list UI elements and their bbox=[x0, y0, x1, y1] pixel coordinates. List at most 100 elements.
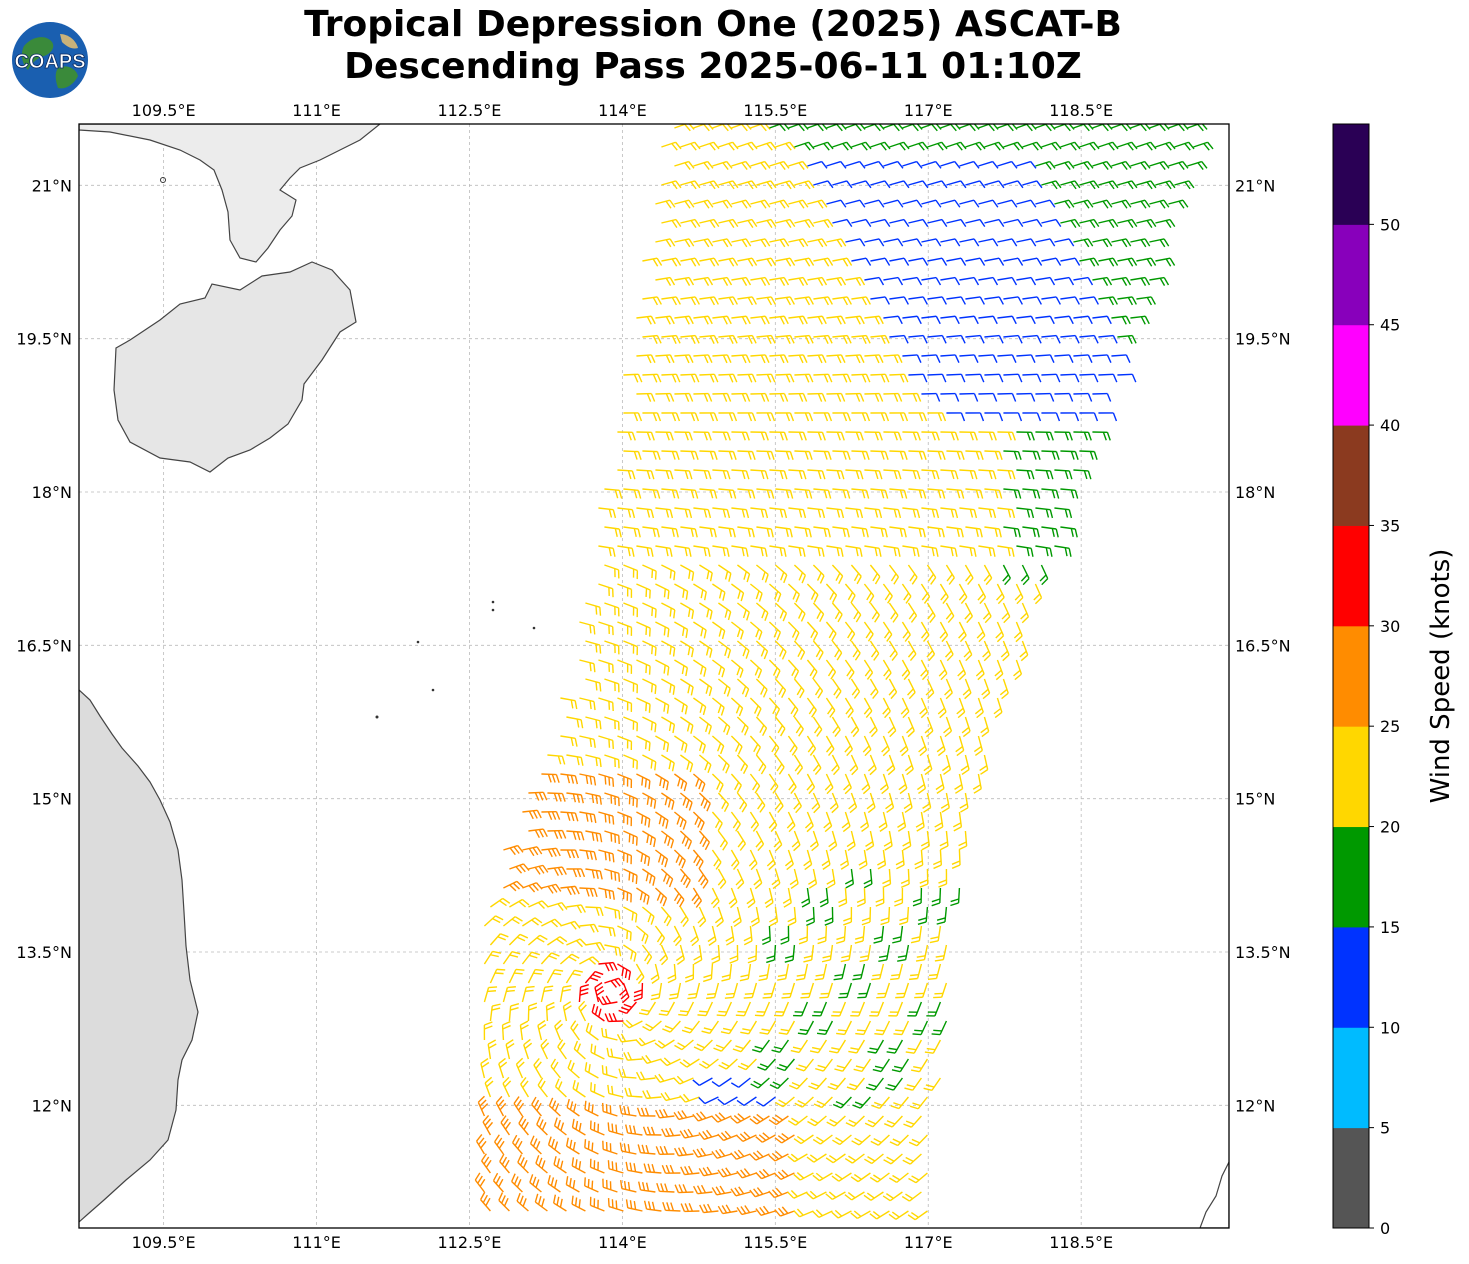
colorbar-tick-label: 40 bbox=[1380, 416, 1400, 435]
wind-barb bbox=[1001, 602, 1011, 624]
wind-barb bbox=[693, 507, 712, 519]
wind-barb bbox=[1054, 160, 1075, 170]
wind-barb bbox=[1003, 450, 1022, 460]
wind-barb bbox=[594, 982, 605, 1003]
wind-barb bbox=[625, 1199, 643, 1212]
colorbar-tick-label: 25 bbox=[1380, 717, 1400, 736]
wind-barb bbox=[743, 925, 753, 946]
wind-barb bbox=[736, 678, 750, 698]
wind-barb bbox=[812, 640, 824, 661]
wind-barb bbox=[584, 1062, 599, 1079]
wind-barb bbox=[535, 1155, 548, 1174]
wind-barb bbox=[659, 944, 669, 966]
wind-barb bbox=[656, 1182, 675, 1193]
wind-barb bbox=[825, 697, 836, 718]
wind-barb bbox=[528, 791, 548, 801]
wind-barb bbox=[955, 735, 965, 757]
wind-barb bbox=[813, 180, 834, 189]
wind-barb bbox=[769, 238, 790, 248]
wind-barb bbox=[863, 697, 873, 719]
wind-barb bbox=[680, 180, 701, 190]
lon-tick-label-top: 117°E bbox=[904, 101, 953, 120]
wind-barb bbox=[904, 1077, 922, 1091]
wind-barb bbox=[1130, 315, 1150, 325]
wind-barb bbox=[825, 621, 837, 642]
wind-barb bbox=[655, 392, 675, 402]
wind-barb bbox=[636, 735, 651, 752]
wind-barb bbox=[774, 564, 788, 584]
wind-barb bbox=[807, 545, 825, 557]
wind-barb bbox=[902, 392, 922, 402]
wind-barb bbox=[731, 583, 745, 602]
wind-barb bbox=[623, 640, 639, 656]
wind-barb bbox=[1092, 354, 1112, 363]
wind-barb bbox=[769, 354, 789, 364]
wind-barb bbox=[876, 982, 891, 999]
wind-barb bbox=[965, 488, 984, 499]
wind-barb bbox=[808, 1077, 827, 1090]
wind-barb bbox=[692, 849, 704, 870]
wind-barb bbox=[995, 621, 1005, 643]
wind-barb bbox=[934, 811, 944, 832]
wind-barb bbox=[883, 160, 904, 169]
wind-barb bbox=[729, 944, 739, 964]
wind-barb bbox=[739, 963, 752, 982]
wind-barb bbox=[851, 218, 872, 228]
wind-barb bbox=[774, 640, 787, 660]
wind-barb bbox=[951, 849, 961, 869]
wind-barb bbox=[566, 904, 586, 914]
wind-barb bbox=[509, 898, 530, 908]
wind-barb bbox=[654, 887, 668, 907]
wind-barb bbox=[674, 735, 688, 753]
wind-barb bbox=[547, 866, 567, 876]
wind-barb bbox=[731, 199, 752, 209]
wind-barb bbox=[1079, 373, 1099, 383]
wind-barb bbox=[864, 431, 883, 441]
wind-barb bbox=[831, 1001, 847, 1017]
wind-barb bbox=[674, 392, 694, 402]
wind-barb bbox=[725, 925, 735, 946]
wind-barb bbox=[1130, 199, 1151, 209]
wind-barb bbox=[718, 526, 736, 538]
wind-barb bbox=[749, 811, 760, 832]
wind-barb bbox=[827, 1077, 846, 1091]
wind-barb bbox=[978, 276, 999, 286]
wind-barb bbox=[607, 1122, 624, 1136]
wind-barb bbox=[816, 1020, 834, 1036]
wind-barb bbox=[537, 1020, 547, 1041]
wind-barb bbox=[788, 354, 808, 364]
wind-barb bbox=[585, 868, 603, 880]
wind-barb bbox=[1174, 141, 1195, 151]
wind-barb bbox=[965, 526, 983, 538]
wind-barb bbox=[636, 583, 651, 599]
wind-barb bbox=[1035, 545, 1053, 557]
wind-barb bbox=[977, 583, 987, 605]
wind-barb bbox=[883, 431, 902, 441]
wind-barb bbox=[813, 141, 834, 151]
colorbar-tick-label: 30 bbox=[1380, 617, 1400, 636]
wind-barb bbox=[562, 1001, 572, 1022]
wind-barb bbox=[585, 792, 602, 805]
wind-barb bbox=[720, 1020, 739, 1035]
wind-barb bbox=[855, 1020, 872, 1036]
wind-barb bbox=[755, 830, 765, 852]
wind-barb bbox=[787, 621, 800, 641]
wind-barb bbox=[502, 1076, 512, 1098]
wind-barb bbox=[832, 412, 852, 422]
wind-barb bbox=[775, 141, 796, 151]
lon-tick-label-bottom: 111°E bbox=[292, 1233, 341, 1252]
wind-barb bbox=[908, 1134, 928, 1147]
wind-barb bbox=[601, 1027, 618, 1041]
wind-barb bbox=[904, 754, 914, 776]
wind-barb bbox=[962, 678, 972, 700]
wind-barb bbox=[692, 1077, 713, 1087]
wind-barb bbox=[1016, 276, 1037, 286]
wind-barb bbox=[661, 602, 676, 619]
wind-barb bbox=[642, 754, 657, 771]
wind-barb bbox=[560, 849, 580, 859]
wind-barb bbox=[750, 469, 769, 480]
wind-barb bbox=[1079, 257, 1100, 267]
wind-barb bbox=[624, 1087, 643, 1098]
wind-barb bbox=[679, 1058, 700, 1068]
wind-barb bbox=[750, 160, 771, 170]
